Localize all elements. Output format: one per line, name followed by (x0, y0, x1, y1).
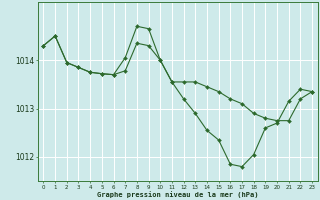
X-axis label: Graphe pression niveau de la mer (hPa): Graphe pression niveau de la mer (hPa) (97, 191, 259, 198)
